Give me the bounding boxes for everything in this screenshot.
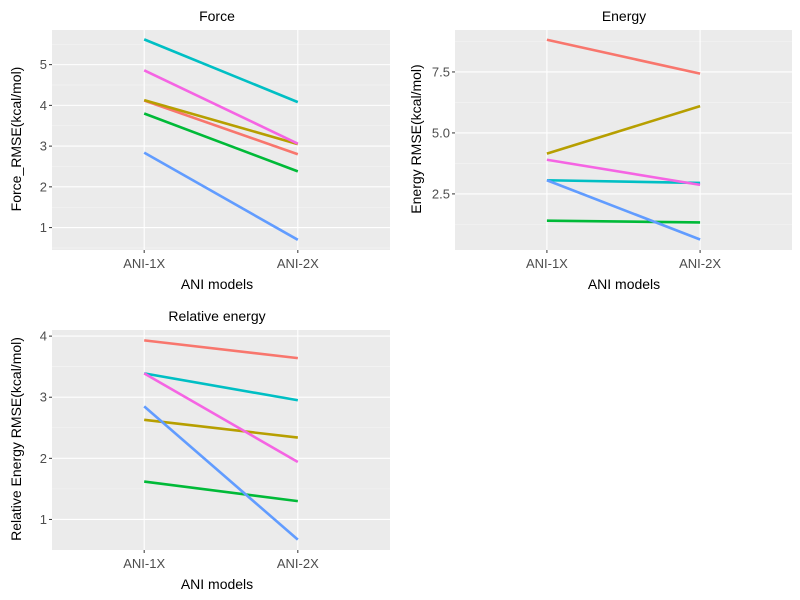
energy-series-line-5 (546, 179, 701, 241)
relative-energy-y-tick-label: 1 (40, 512, 47, 527)
relative-energy-panel-title: Relative energy (168, 308, 265, 324)
relative-energy-x-tick-label: ANI-1X (123, 556, 165, 571)
force-x-tick-label: ANI-2X (277, 256, 319, 271)
relative-energy-series-line-5 (143, 405, 299, 541)
force-y-tick-label: 3 (40, 139, 47, 154)
relative-energy-plot-background (52, 330, 390, 550)
force-x-tick-label: ANI-1X (123, 256, 165, 271)
energy-panel-title: Energy (602, 8, 646, 24)
force-series-line-4 (143, 38, 299, 104)
energy-x-axis-title: ANI models (588, 276, 660, 292)
energy-y-tick-label: 2.5 (432, 186, 450, 201)
force-panel: Force ANI models Force_RMSE(kcal/mol) 1 2… (8, 8, 390, 292)
force-y-tick-label: 5 (40, 57, 47, 72)
relative-energy-y-tick-label: 3 (40, 390, 47, 405)
energy-x-tick-label: ANI-1X (526, 256, 568, 271)
energy-series-line-4 (546, 178, 701, 185)
force-series-line-2 (143, 98, 299, 146)
relative-energy-y-tick-label: 4 (40, 329, 47, 344)
force-plot-background (52, 30, 390, 250)
force-y-tick-label: 2 (40, 179, 47, 194)
relative-energy-y-tick-label: 2 (40, 451, 47, 466)
force-y-tick-label: 4 (40, 98, 47, 113)
force-panel-title: Force (199, 8, 235, 24)
relative-energy-y-axis-title: Relative Energy RMSE(kcal/mol) (8, 337, 24, 541)
relative-energy-series-line-6 (143, 372, 299, 464)
force-series-line-1 (143, 99, 299, 156)
relative-energy-series-line-2 (144, 418, 298, 439)
relative-energy-series-line-1 (144, 339, 298, 360)
relative-energy-x-axis-title: ANI models (181, 576, 253, 592)
relative-energy-series-line-4 (143, 372, 299, 402)
force-y-tick-label: 1 (40, 220, 47, 235)
energy-series-line-1 (546, 38, 701, 75)
energy-y-tick-label: 5.0 (432, 125, 450, 140)
energy-x-tick-label: ANI-2X (679, 256, 721, 271)
relative-energy-x-tick-label: ANI-2X (277, 556, 319, 571)
force-series-line-3 (143, 112, 299, 173)
force-x-axis-title: ANI models (181, 276, 253, 292)
force-series-line-6 (143, 69, 299, 145)
energy-series-line-3 (546, 219, 701, 224)
energy-y-tick-label: 7.5 (432, 64, 450, 79)
energy-plot-background (455, 30, 792, 250)
force-y-axis-title: Force_RMSE(kcal/mol) (8, 67, 24, 212)
energy-series-line-2 (546, 104, 701, 155)
energy-series-line-6 (546, 158, 701, 187)
energy-panel: Energy ANI models Energy RMSE(kcal/mol) … (408, 8, 792, 292)
force-series-line-5 (143, 151, 299, 241)
relative-energy-series-line-3 (144, 480, 298, 503)
energy-y-axis-title: Energy RMSE(kcal/mol) (408, 64, 424, 213)
relative-energy-panel: Relative energy ANI models Relative Ener… (8, 308, 390, 592)
